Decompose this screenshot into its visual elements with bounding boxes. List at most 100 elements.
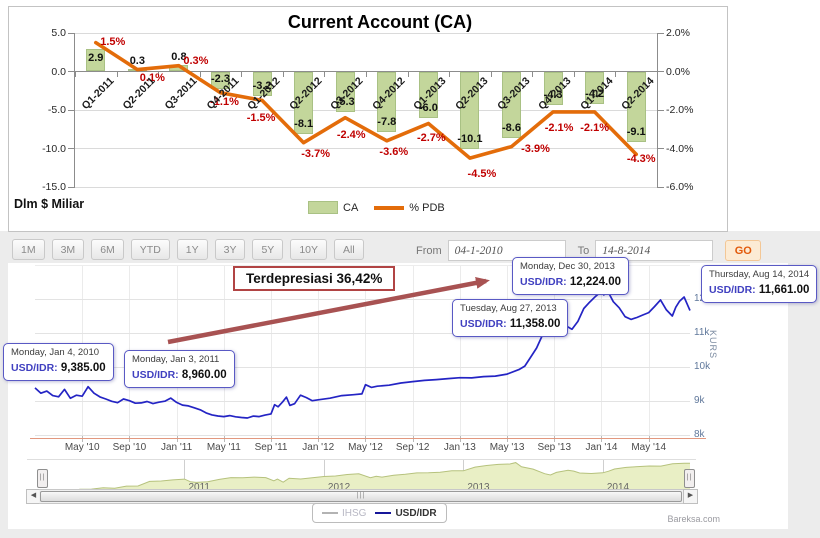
navigator-left-handle[interactable]: || — [37, 469, 48, 488]
fx-x-axis-label: May '10 — [64, 442, 100, 453]
ca-legend: CA % PDB — [308, 201, 445, 214]
fx-x-axis-label: Sep '13 — [537, 442, 572, 453]
ca-right-tick — [657, 148, 664, 149]
tooltip-value-row: USD/IDR: 11,358.00 — [460, 314, 560, 332]
ca-gridline — [75, 32, 657, 34]
legend-item-usdidr[interactable]: USD/IDR — [375, 507, 437, 519]
ca-left-tick — [68, 148, 75, 149]
ca-bar-value-label: 0.3 — [129, 55, 145, 68]
ca-right-tick — [657, 71, 664, 72]
tooltip-value-row: USD/IDR: 12,224.00 — [520, 272, 621, 290]
navigator-top-border — [27, 459, 696, 460]
usdidr-dash-icon — [375, 512, 392, 514]
fx-y-axis-label: 9k — [694, 395, 705, 406]
ca-right-tick — [657, 109, 664, 111]
fx-y-axis-label: 11k — [694, 327, 710, 338]
pdb-pct-label: -2.4% — [336, 128, 366, 141]
pdb-pct-label: -3.9% — [521, 142, 550, 155]
tooltip-rate-value: 11,358.00 — [506, 318, 561, 330]
scrollbar-track[interactable]: ||| — [39, 489, 683, 504]
range-selector-row: 1M 3M 6M YTD 1Y 3Y 5Y 10Y All — [12, 239, 364, 260]
range-button-1y[interactable]: 1Y — [176, 239, 208, 260]
fx-plot-top-border — [35, 265, 690, 266]
tooltip-pair-label: USD/IDR: — [520, 276, 567, 288]
fx-x-axis-label: May '11 — [206, 442, 241, 453]
ca-label-layer: 5.0 0.0 -5.0 -10.0 -15.0 2.0% 0.0% -2.0% -4.0% -6… — [0, 0, 820, 232]
fx-x-axis-label: Sep '11 — [254, 442, 288, 453]
fx-x-axis-label: Sep '12 — [395, 442, 430, 453]
ca-right-axis-label: 2.0% — [666, 27, 690, 39]
to-label: To — [577, 244, 590, 257]
tooltip-date: Tuesday, Aug 27, 2013 — [460, 303, 557, 314]
ca-series-label: CA — [343, 201, 359, 214]
ca-right-axis-label: -2.0% — [666, 104, 694, 116]
tooltip-date: Monday, Dec 30, 2013 — [520, 261, 615, 272]
ca-bar-value-label: -9.1 — [626, 125, 646, 138]
pdb-pct-label: -4.5% — [467, 168, 497, 181]
fx-x-axis-label: Jan '13 — [443, 442, 476, 453]
usdidr-label: USD/IDR — [395, 507, 437, 519]
tooltip-pair-label: USD/IDR: — [132, 369, 179, 381]
fx-x-axis-label: May '12 — [348, 442, 383, 453]
tooltip-pair-label: USD/IDR: — [709, 284, 756, 296]
range-button-ytd[interactable]: YTD — [130, 239, 170, 260]
tooltip-date: Monday, Jan 3, 2011 — [132, 354, 220, 365]
fx-y-axis-label: 10k — [694, 361, 711, 372]
fx-x-axis-line — [30, 438, 706, 439]
navigator-right-handle[interactable]: || — [684, 469, 695, 488]
tooltip-rate-value: 8,960.00 — [178, 369, 227, 381]
ihsg-label: IHSG — [342, 507, 367, 519]
ca-right-axis-line — [657, 33, 658, 187]
tooltip-pair-label: USD/IDR: — [11, 362, 58, 374]
ca-left-axis-label: 0.0 — [51, 65, 66, 78]
tooltip-date: Monday, Jan 4, 2010 — [11, 347, 100, 358]
pdb-pct-label: -3.7% — [301, 147, 331, 160]
range-button-all[interactable]: All — [334, 239, 364, 260]
range-button-10y[interactable]: 10Y — [290, 239, 327, 260]
pdb-series-label: % PDB — [409, 201, 445, 214]
pdb-series-swatch — [374, 205, 405, 210]
tooltip-rate-value: 11,661.00 — [755, 284, 810, 296]
ca-left-tick — [68, 186, 75, 188]
fx-x-axis-label: Jan '12 — [302, 442, 335, 453]
fx-x-axis-label: Sep '10 — [112, 442, 147, 453]
fx-x-axis-label: Jan '14 — [585, 442, 618, 453]
range-button-1m[interactable]: 1M — [12, 239, 45, 260]
scrollbar-thumb[interactable]: ||| — [40, 491, 682, 502]
from-date-input[interactable] — [447, 240, 566, 261]
range-button-3y[interactable]: 3Y — [214, 239, 246, 260]
ca-bar-value-label: 2.9 — [88, 52, 104, 65]
ca-category-tick — [75, 71, 76, 77]
fx-point-tooltip: Monday, Dec 30, 2013 USD/IDR: 12,224.00 — [512, 257, 630, 295]
ca-right-tick — [657, 32, 664, 34]
fx-y-axis-title: KURS — [708, 330, 718, 360]
fx-point-tooltip: Tuesday, Aug 27, 2013 USD/IDR: 11,358.00 — [452, 299, 569, 337]
fx-legend: IHSG USD/IDR — [312, 503, 447, 523]
range-button-5y[interactable]: 5Y — [252, 239, 284, 260]
ca-category-tick — [657, 71, 658, 77]
range-button-6m[interactable]: 6M — [91, 239, 124, 260]
from-label: From — [416, 244, 442, 257]
fx-point-tooltip: Monday, Jan 4, 2010 USD/IDR: 9,385.00 — [3, 343, 114, 381]
tooltip-date: Thursday, Aug 14, 2014 — [709, 269, 810, 280]
ca-left-axis-label: -15.0 — [42, 181, 66, 193]
fx-point-tooltip: Thursday, Aug 14, 2014 USD/IDR: 11,661.00 — [701, 265, 818, 303]
ca-right-axis-label: -4.0% — [666, 142, 694, 155]
fx-x-axis-label: May '14 — [631, 442, 667, 453]
go-button[interactable]: GO — [725, 240, 762, 261]
pdb-pct-label: -4.3% — [626, 153, 656, 166]
ca-right-axis-label: 0.0% — [666, 65, 690, 78]
tooltip-pair-label: USD/IDR: — [460, 318, 507, 330]
depreciation-annotation: Terdepresiasi 36,42% — [233, 266, 396, 291]
to-date-input[interactable] — [595, 240, 714, 261]
tooltip-value-row: USD/IDR: 11,661.00 — [709, 280, 809, 298]
ca-left-tick — [68, 109, 75, 111]
range-button-3m[interactable]: 3M — [51, 239, 85, 260]
legend-item-ihsg[interactable]: IHSG — [322, 508, 366, 519]
ca-left-axis-label: 5.0 — [51, 27, 66, 39]
ca-left-tick — [68, 32, 75, 34]
bareksa-watermark: Bareksa.com — [667, 514, 720, 524]
ca-right-axis-label: -6.0% — [666, 181, 694, 193]
scrollbar-right-arrow-button[interactable]: ▶ — [683, 489, 698, 504]
tooltip-rate-value: 9,385.00 — [57, 362, 106, 374]
